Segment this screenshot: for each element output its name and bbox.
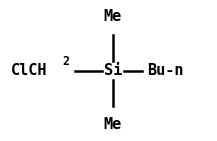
Text: ClCH: ClCH [11,63,48,78]
Text: Si: Si [104,63,122,78]
Text: Me: Me [104,9,122,24]
Text: 2: 2 [63,55,70,68]
Text: Bu-n: Bu-n [147,63,183,78]
Text: Me: Me [104,117,122,132]
